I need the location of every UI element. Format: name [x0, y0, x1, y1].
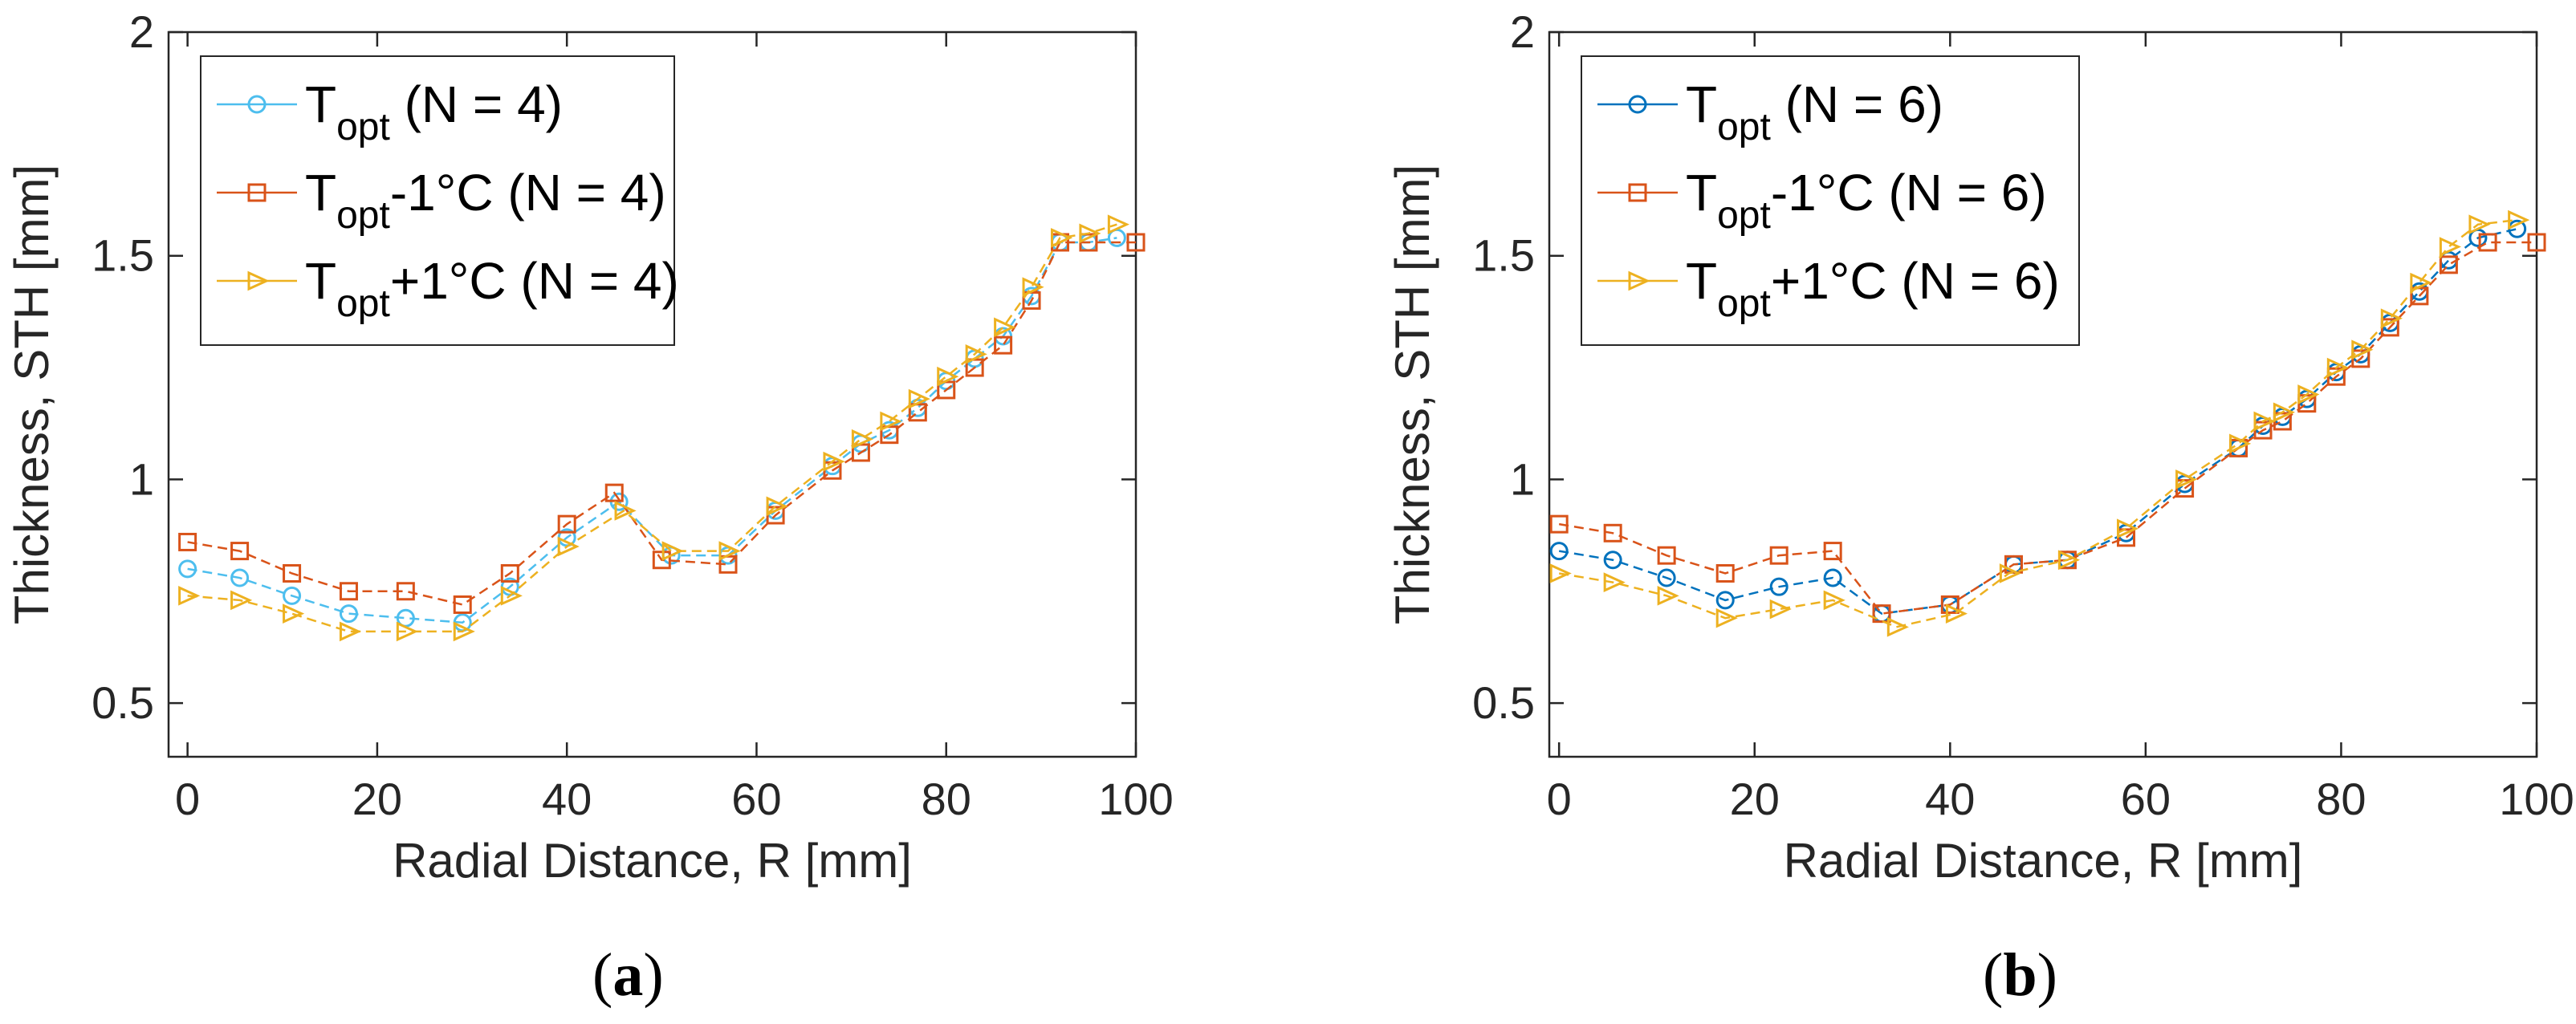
chart-a-x-axis-label: Radial Distance, R [mm] — [393, 834, 912, 888]
chart-a-point-2-17 — [965, 344, 987, 364]
chart-a-point-1-0 — [178, 532, 197, 551]
chart-a-point-1-9 — [652, 551, 671, 570]
chart-a-legend-label-1: Topt-1°C (N = 4) — [305, 164, 666, 237]
chart-a-x-tick-label: 0 — [175, 774, 200, 824]
chart-a-series-line-2 — [187, 223, 1117, 633]
chart-a-point-1-2 — [283, 563, 302, 583]
panel-caption-a: (a) — [592, 941, 664, 1009]
chart-a-point-0-2 — [283, 586, 302, 605]
chart-a-y-tick-label: 1 — [129, 453, 154, 504]
chart-a-y-tick-label: 0.5 — [92, 677, 154, 728]
chart-a-point-2-1 — [230, 590, 253, 611]
chart-a-x-tick-label: 40 — [542, 774, 592, 824]
chart-a-y-tick-label: 1.5 — [92, 230, 154, 281]
chart-a-point-2-10 — [718, 541, 741, 561]
chart-a-point-0-1 — [230, 568, 250, 587]
chart-a-y-axis-label: Thickness, STH [mm] — [5, 165, 59, 624]
chart-a-point-2-9 — [661, 541, 684, 561]
chart-a-point-1-4 — [396, 582, 415, 601]
chart-a-point-2-7 — [557, 536, 580, 557]
chart-a-point-1-1 — [230, 542, 250, 561]
chart-a-legend-label-2: Topt+1°C (N = 4) — [305, 252, 679, 325]
chart-a-series-1 — [178, 233, 1146, 614]
chart-a-point-2-13 — [851, 429, 874, 449]
chart-a-y-tick-label: 2 — [129, 6, 154, 57]
chart-a-point-2-19 — [1022, 277, 1044, 298]
chart-a-point-2-21 — [1079, 223, 1101, 244]
chart-a-legend-marker-0 — [247, 95, 267, 114]
chart-a-x-tick-label: 100 — [1098, 774, 1173, 824]
chart-a-point-2-2 — [283, 603, 305, 624]
chart-a-point-1-6 — [500, 563, 519, 583]
chart-a-point-2-16 — [937, 366, 959, 387]
chart-a-point-2-15 — [908, 388, 930, 409]
chart-a-point-2-22 — [1107, 214, 1129, 235]
chart-a-point-1-7 — [557, 514, 576, 534]
chart-a-point-2-18 — [994, 317, 1016, 338]
panel-caption-b: (b) — [1983, 941, 2057, 1009]
chart-a-legend-marker-2 — [247, 270, 270, 291]
chart-a-point-2-14 — [880, 411, 902, 432]
chart-a-point-2-6 — [500, 586, 523, 606]
chart-a-x-tick-label: 60 — [731, 774, 781, 824]
chart-a-x-tick-label: 20 — [352, 774, 402, 824]
chart-a-point-2-0 — [178, 586, 201, 606]
chart-a-point-2-4 — [396, 621, 418, 642]
chart-a-series-2 — [178, 214, 1129, 642]
chart-a-point-2-11 — [766, 496, 788, 517]
chart-a-point-2-12 — [823, 451, 845, 472]
chart-a-point-1-18 — [994, 335, 1013, 355]
chart-a-point-1-8 — [604, 483, 624, 502]
chart-a-x-tick-label: 80 — [922, 774, 971, 824]
chart-a-point-2-5 — [453, 621, 475, 642]
chart-a-point-0-3 — [339, 604, 358, 624]
chart-a-point-2-20 — [1050, 228, 1073, 248]
chart-a-legend-marker-1 — [247, 183, 267, 202]
chart-a-legend-label-0: Topt (N = 4) — [305, 75, 563, 148]
chart-a-point-1-22 — [1126, 233, 1146, 252]
chart-a-point-0-0 — [178, 559, 197, 579]
chart-a-point-2-8 — [614, 501, 637, 521]
chart-a-point-1-3 — [339, 582, 358, 601]
chart-a-point-1-5 — [453, 595, 472, 614]
chart-a-series-line-1 — [187, 241, 1136, 606]
chart-a-point-2-3 — [339, 621, 362, 642]
